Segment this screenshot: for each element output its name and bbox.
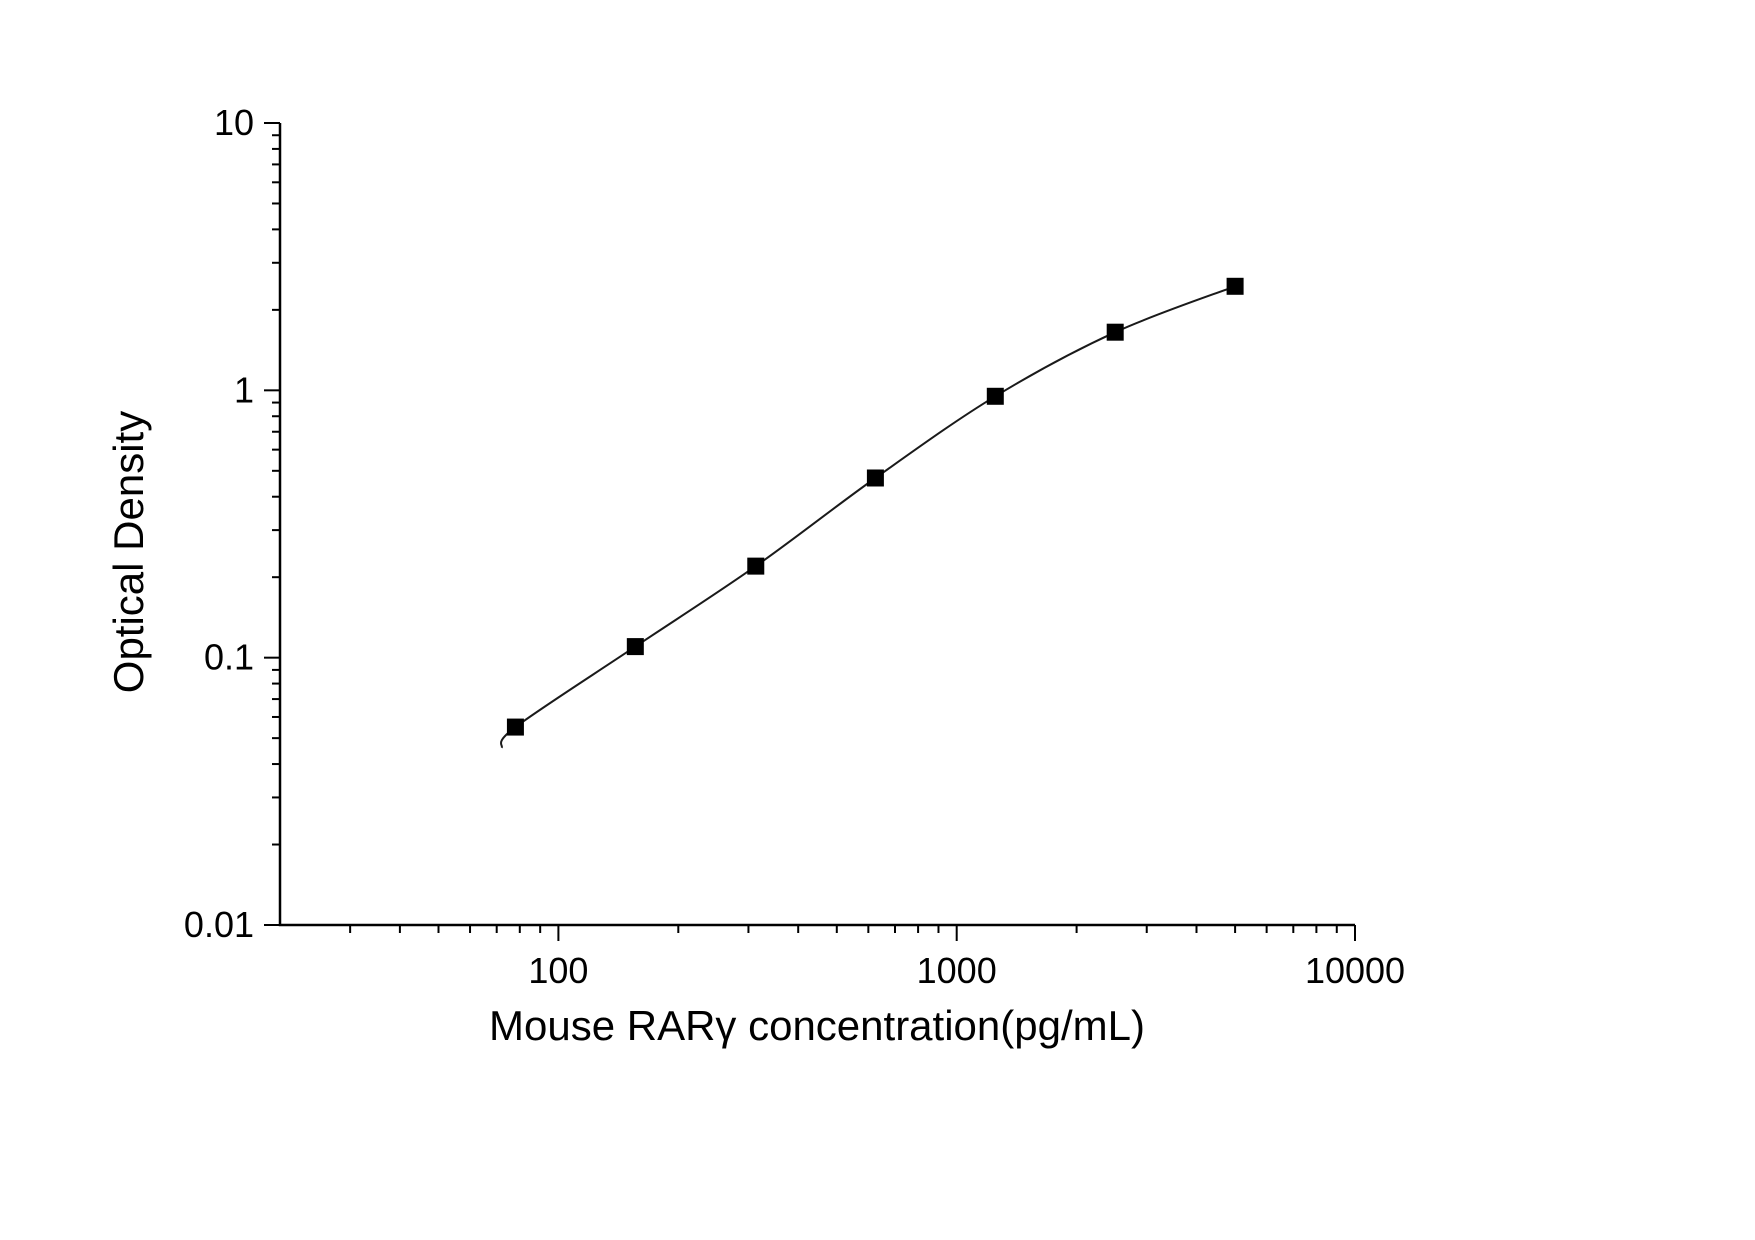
y-tick-label: 10 — [214, 102, 254, 143]
axis-line — [278, 123, 1355, 927]
fit-curve-line — [500, 285, 1236, 749]
data-point-marker — [1226, 277, 1244, 295]
y-tick-label: 0.01 — [184, 904, 254, 945]
data-point-marker — [866, 469, 884, 487]
data-point-marker — [1106, 323, 1124, 341]
x-tick-label: 100 — [528, 950, 588, 991]
y-tick-label: 1 — [234, 369, 254, 410]
x-tick-label: 10000 — [1305, 950, 1405, 991]
x-axis-title: Mouse RARγ concentration(pg/mL) — [489, 1002, 1145, 1049]
x-tick-label: 1000 — [917, 950, 997, 991]
axis-ticks — [264, 122, 1356, 941]
data-point-marker — [506, 718, 524, 736]
data-series — [500, 277, 1244, 749]
y-axis-title: Optical Density — [105, 411, 152, 693]
data-point-marker — [747, 557, 765, 575]
data-point-marker — [986, 387, 1004, 405]
data-point-marker — [626, 638, 644, 656]
tick-labels: 100 1000 10000 0.01 0.1 1 10 — [184, 102, 1405, 991]
y-tick-label: 0.1 — [204, 637, 254, 678]
axis-frame — [278, 123, 1355, 927]
